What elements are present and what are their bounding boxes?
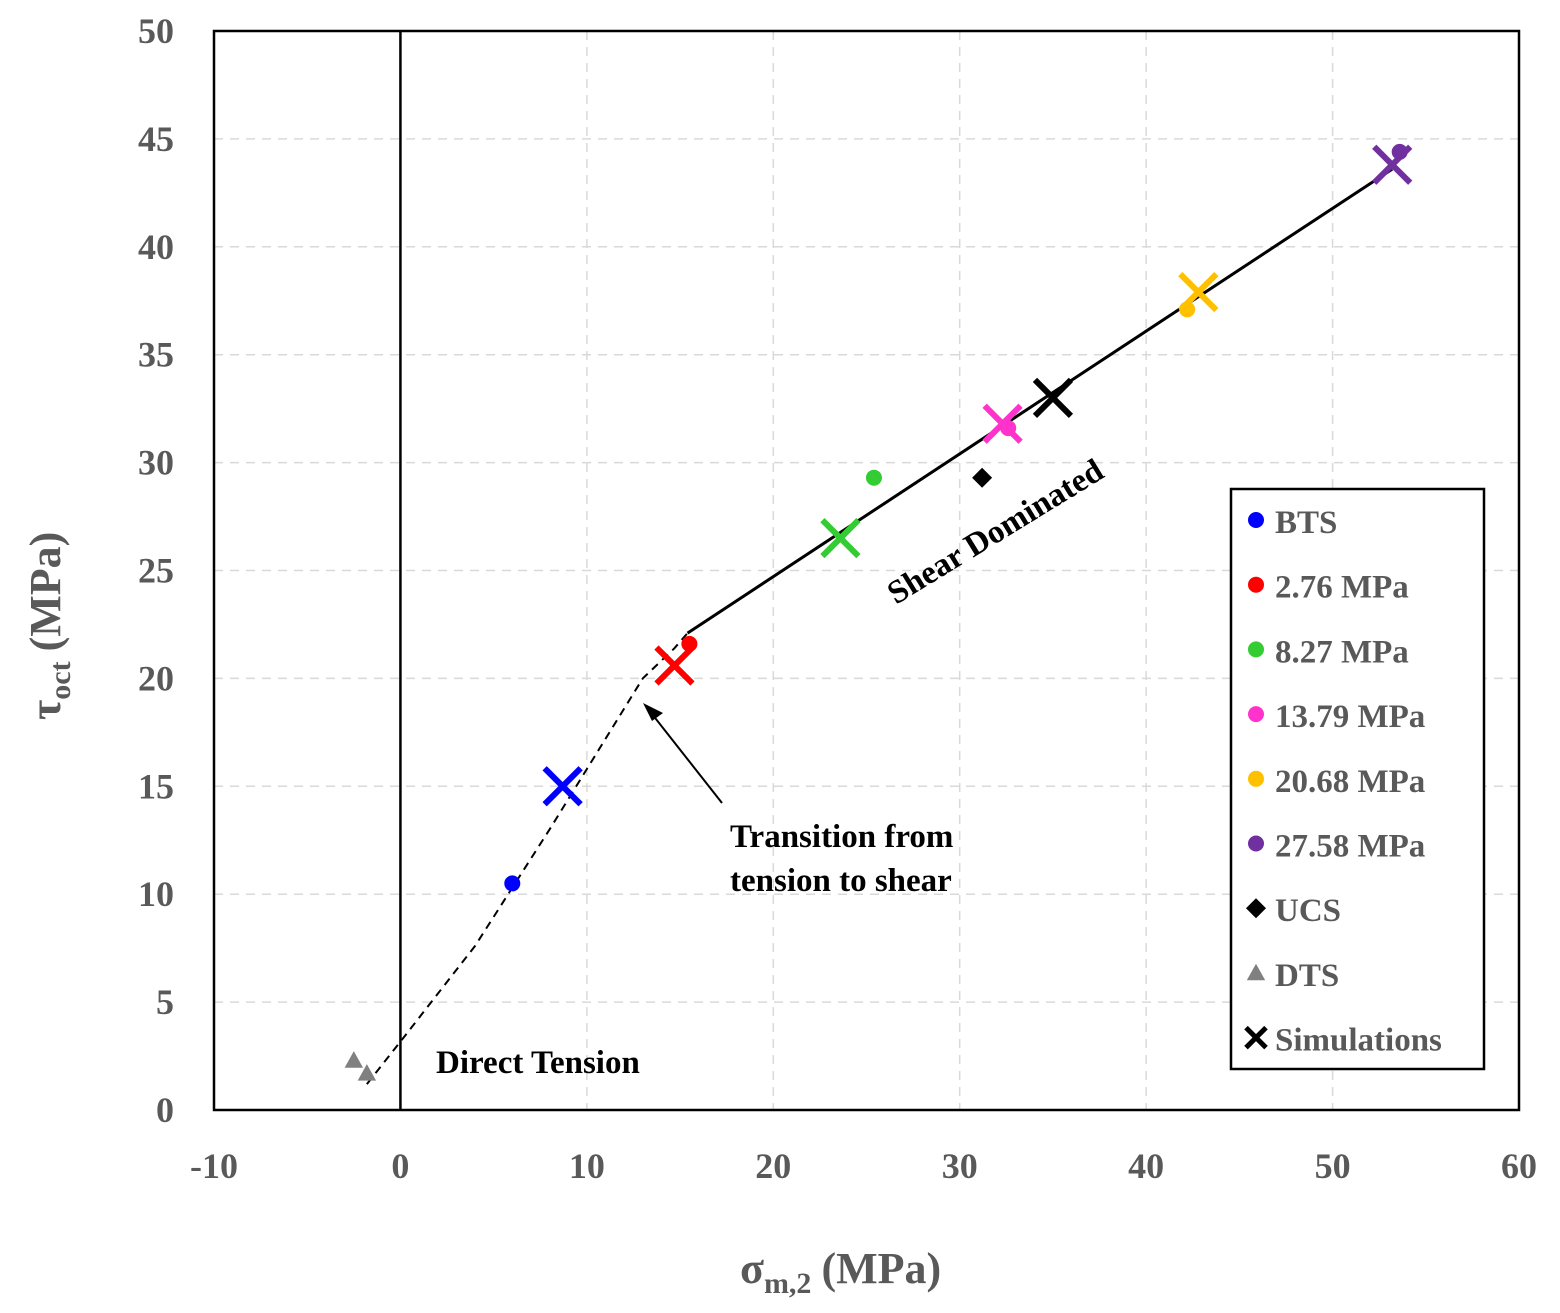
simulation-marker bbox=[654, 645, 695, 686]
legend-marker-2-76-mpa bbox=[1248, 576, 1264, 593]
lines-layer bbox=[366, 31, 1394, 1110]
simulation-marker-stroke-b bbox=[982, 403, 1023, 444]
simulation-marker-stroke-b bbox=[820, 518, 861, 559]
legend-label-8-27-mpa: 8.27 MPa bbox=[1275, 634, 1409, 670]
legend-marker-8-27-mpa bbox=[1248, 641, 1264, 658]
point-2-76-mpa bbox=[681, 635, 698, 652]
shear-fit-line bbox=[686, 167, 1394, 635]
y-tick-label: 10 bbox=[138, 874, 174, 914]
legend-box bbox=[1229, 487, 1486, 1071]
x-axis-title-symbol: σ bbox=[740, 1244, 764, 1293]
y-axis-title-subscript: oct bbox=[44, 661, 77, 699]
y-tick-label: 45 bbox=[138, 119, 174, 159]
y-axis-title: τoct (MPa) bbox=[21, 532, 77, 720]
simulation-marker-stroke-b bbox=[1372, 144, 1413, 185]
x-tick-label: 60 bbox=[1501, 1146, 1537, 1186]
annotation-transition-line2: tension to shear bbox=[730, 863, 952, 899]
point-dts bbox=[357, 1064, 377, 1081]
simulation-marker bbox=[1178, 271, 1219, 313]
annotation-direct-tension: Direct Tension bbox=[436, 1045, 640, 1081]
x-tick-label: 40 bbox=[1128, 1146, 1164, 1186]
x-tick-label: 20 bbox=[755, 1146, 791, 1186]
y-axis-title-symbol: τ bbox=[21, 700, 70, 720]
y-tick-label: 50 bbox=[138, 11, 174, 51]
legend-marker-simulations bbox=[1244, 1025, 1268, 1050]
simulation-marker bbox=[982, 403, 1023, 444]
simulation-marker bbox=[1032, 377, 1074, 418]
simulation-marker bbox=[1372, 144, 1413, 185]
x-axis-title-unit: (MPa) bbox=[821, 1244, 941, 1293]
point-bts bbox=[504, 875, 521, 892]
y-tick-label: 0 bbox=[156, 1090, 174, 1130]
y-axis-title-unit: (MPa) bbox=[21, 532, 70, 652]
plot-frame bbox=[212, 29, 1521, 1112]
point-8-27-mpa bbox=[865, 469, 882, 486]
x-axis-title: σm,2 (MPa) bbox=[740, 1244, 941, 1300]
x-tick-label: 50 bbox=[1315, 1146, 1351, 1186]
y-tick-label: 30 bbox=[138, 443, 174, 483]
legend-label-ucs: UCS bbox=[1275, 893, 1341, 929]
legend-marker-dts bbox=[1246, 963, 1266, 981]
simulation-marker-stroke-b bbox=[542, 766, 583, 807]
x-tick-label: 0 bbox=[391, 1146, 409, 1186]
simulation-marker bbox=[820, 518, 861, 559]
marks-layer bbox=[344, 143, 1413, 1081]
point-ucs bbox=[972, 467, 993, 488]
legend-marker-simulations-stroke-b bbox=[1244, 1025, 1268, 1050]
legend-marker-27-58-mpa bbox=[1248, 835, 1264, 852]
y-tick-label: 5 bbox=[156, 982, 174, 1022]
y-tick-label: 35 bbox=[138, 335, 174, 375]
point-dts bbox=[344, 1051, 364, 1068]
x-tick-label: 10 bbox=[569, 1146, 605, 1186]
legend-label-dts: DTS bbox=[1275, 958, 1339, 994]
legend-marker-ucs bbox=[1246, 898, 1266, 919]
legend-label-2-76-mpa: 2.76 MPa bbox=[1275, 570, 1409, 606]
legend-label-bts: BTS bbox=[1275, 505, 1337, 541]
x-tick-label: -10 bbox=[190, 1146, 238, 1186]
y-tick-label: 25 bbox=[138, 551, 174, 591]
simulation-marker-stroke-b bbox=[1178, 271, 1219, 313]
transition-arrow-head bbox=[643, 703, 663, 721]
simulation-marker-stroke-b bbox=[1032, 377, 1074, 418]
annotation-shear-dominated: Shear Dominated bbox=[881, 453, 1110, 612]
x-axis-title-subscript: m,2 bbox=[764, 1267, 812, 1300]
transition-arrow-line bbox=[651, 713, 723, 804]
simulation-marker bbox=[542, 766, 583, 807]
transition-dashed-curve bbox=[366, 632, 689, 1085]
legend-marker-13-79-mpa bbox=[1248, 706, 1264, 723]
x-tick-label: 30 bbox=[942, 1146, 978, 1186]
legend-label-27-58-mpa: 27.58 MPa bbox=[1275, 829, 1425, 865]
simulation-marker-stroke-b bbox=[654, 645, 695, 686]
annotation-transition-line1: Transition from bbox=[730, 819, 953, 855]
legend-label-simulations: Simulations bbox=[1275, 1023, 1442, 1059]
y-tick-label: 40 bbox=[138, 227, 174, 267]
y-tick-label: 20 bbox=[138, 658, 174, 698]
legend-label-13-79-mpa: 13.79 MPa bbox=[1275, 699, 1425, 735]
legend-marker-20-68-mpa bbox=[1248, 770, 1264, 787]
y-tick-label: 15 bbox=[138, 766, 174, 806]
ticks-layer: -10 0 10 20 30 40 50 60 0 5 10 15 20 25 30 35 40 45 50 bbox=[138, 11, 1537, 1186]
legend: BTS 2.76 MPa 8.27 MPa 13.79 MPa 20.68 MPa 27.… bbox=[1244, 505, 1442, 1059]
legend-label-20-68-mpa: 20.68 MPa bbox=[1275, 764, 1425, 800]
legend-marker-bts bbox=[1248, 512, 1264, 528]
